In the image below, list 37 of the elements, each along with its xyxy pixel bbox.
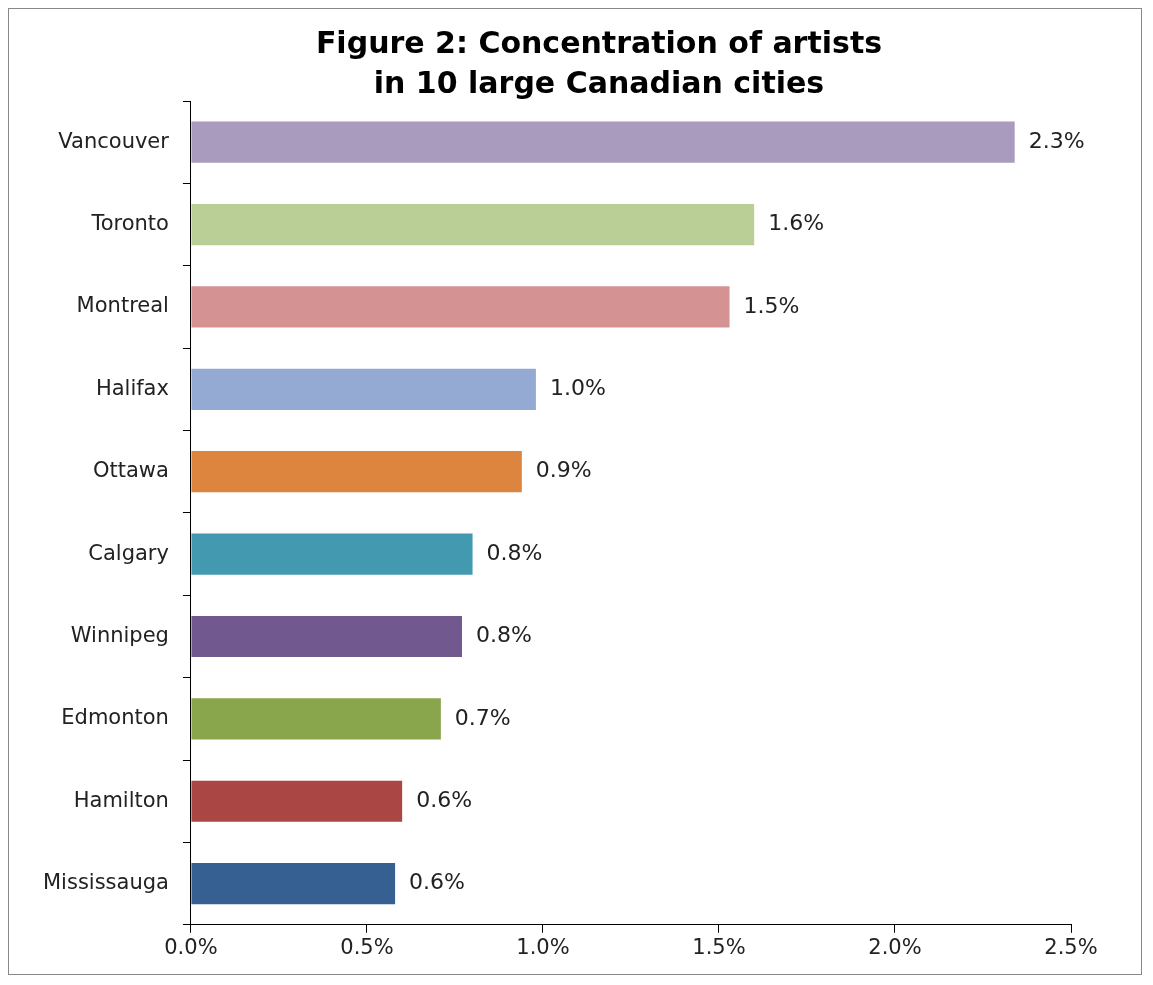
y-tick-label: Mississauga <box>42 870 169 895</box>
bar <box>191 203 755 246</box>
data-label: 1.6% <box>768 210 825 236</box>
y-tick-label: Winnipeg <box>70 622 169 647</box>
y-tick-label: Ottawa <box>93 458 169 483</box>
x-tick-label: 1.0% <box>516 934 570 959</box>
data-label: 1.5% <box>743 292 800 318</box>
data-label: 0.7% <box>454 704 511 730</box>
data-label: 1.0% <box>549 375 606 401</box>
bar <box>191 863 396 905</box>
y-tick-label: Halifax <box>95 375 169 400</box>
chart-title: Figure 2: Concentration of artists in 10 large Canadian cities <box>314 24 884 102</box>
data-label: 0.8% <box>486 539 543 565</box>
bar <box>191 780 403 822</box>
x-tick-label: 2.0% <box>868 934 922 959</box>
bar <box>191 533 473 575</box>
data-label: 2.3% <box>1028 127 1085 153</box>
bar <box>191 615 462 658</box>
bar <box>191 698 441 740</box>
x-tick-label: 2.5% <box>1044 934 1098 959</box>
bar <box>191 368 536 410</box>
x-tick-label: 0.5% <box>340 934 394 959</box>
data-label: 0.6% <box>416 786 473 812</box>
x-tick-label: 0.0% <box>164 934 218 959</box>
y-tick-label: Calgary <box>88 540 169 565</box>
bar <box>191 121 1015 163</box>
data-label: 0.8% <box>475 622 532 648</box>
x-tick-label: 1.5% <box>692 934 746 959</box>
y-tick-label: Edmonton <box>61 705 169 730</box>
y-tick-label: Toronto <box>90 211 169 236</box>
data-label: 0.6% <box>409 869 466 895</box>
bar <box>191 451 522 493</box>
y-tick-label: Vancouver <box>58 128 170 153</box>
y-tick-label: Montreal <box>76 293 169 318</box>
bar <box>191 286 730 328</box>
y-tick-label: Hamilton <box>73 787 169 812</box>
data-label: 0.9% <box>535 457 592 483</box>
